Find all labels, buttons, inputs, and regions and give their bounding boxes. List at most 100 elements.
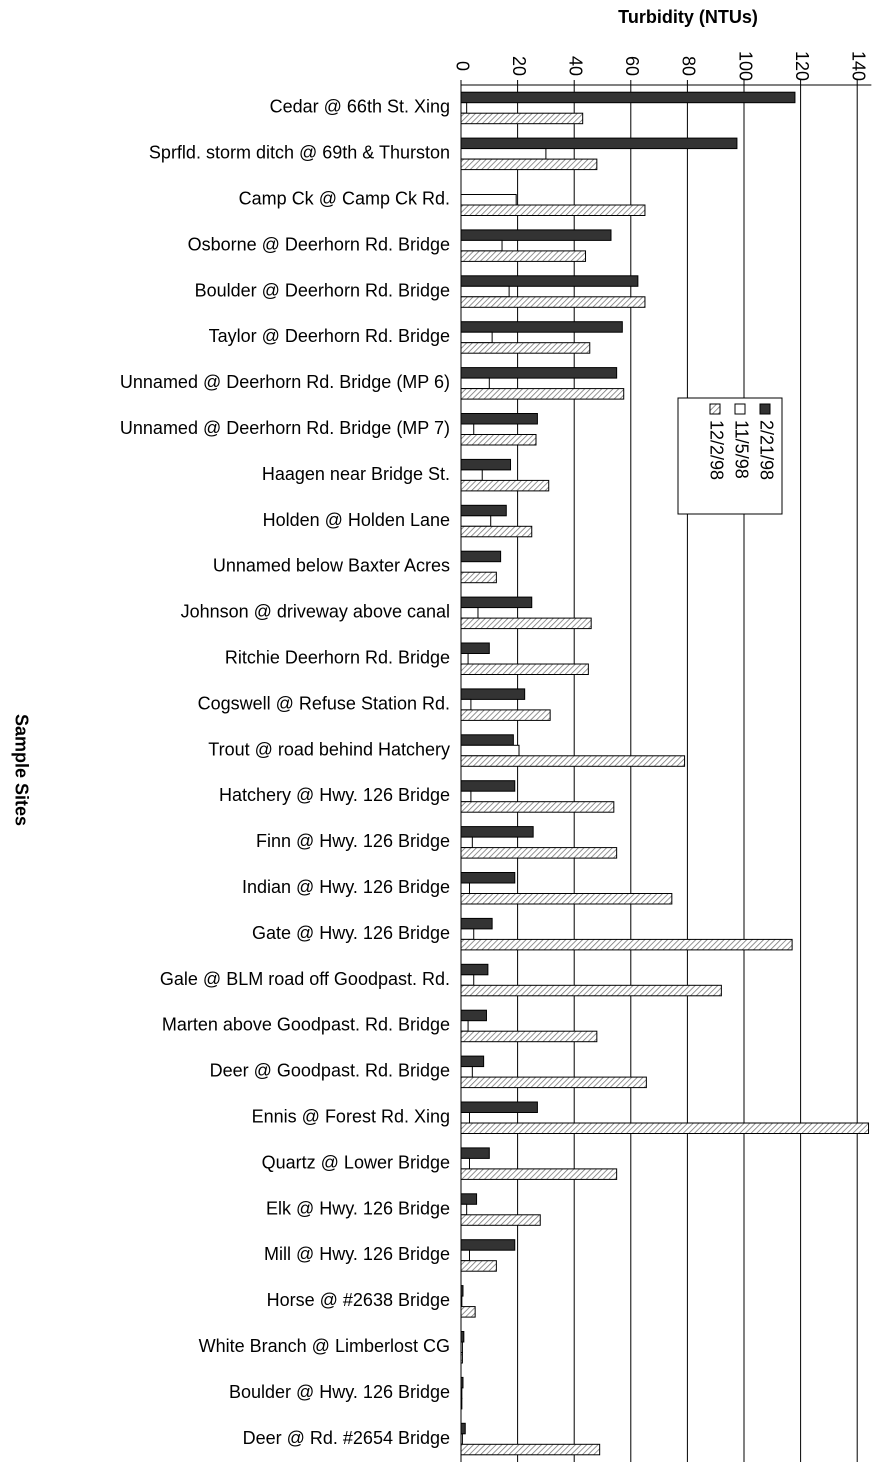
bar xyxy=(460,642,490,654)
y-tick-label: Boulder @ Deerhorn Rd. Bridge xyxy=(195,280,450,300)
y-tick-label: Camp Ck @ Camp Ck Rd. xyxy=(239,189,450,209)
bar xyxy=(460,148,547,160)
bar xyxy=(460,698,472,711)
bar xyxy=(460,1295,463,1308)
x-tick-label: 80 xyxy=(679,56,699,76)
y-tick-label: Ritchie Deerhorn Rd. Bridge xyxy=(225,648,450,668)
bar xyxy=(460,275,639,287)
bar xyxy=(460,321,623,333)
bar xyxy=(460,515,492,527)
bar xyxy=(460,458,512,471)
bar xyxy=(460,250,587,262)
bar xyxy=(460,1193,478,1205)
bar xyxy=(460,755,686,767)
y-tick-label: Mill @ Hwy. 126 Bridge xyxy=(264,1244,450,1264)
bar xyxy=(460,469,483,481)
legend-label: 12/2/98 xyxy=(706,420,726,480)
bar xyxy=(460,1147,490,1159)
bar xyxy=(460,928,475,940)
legend-label: 2/21/98 xyxy=(756,420,776,480)
bar xyxy=(460,367,618,379)
y-tick-label: Hatchery @ Hwy. 126 Bridge xyxy=(219,785,450,805)
y-tick-label: Unnamed @ Deerhorn Rd. Bridge (MP 6) xyxy=(120,372,450,392)
bar xyxy=(460,112,584,125)
y-tick-label: Haagen near Bridge St. xyxy=(262,464,450,484)
y-tick-label: Unnamed below Baxter Acres xyxy=(213,556,450,576)
x-tick-label: 20 xyxy=(509,56,529,76)
x-tick-label: 0 xyxy=(452,61,472,71)
legend-swatch xyxy=(734,403,746,415)
bar xyxy=(460,1055,485,1068)
bar xyxy=(460,790,472,803)
bar xyxy=(460,285,510,298)
bar xyxy=(460,596,533,609)
bar xyxy=(460,413,538,425)
bar xyxy=(460,607,479,619)
bar xyxy=(460,709,551,721)
bar xyxy=(460,1214,541,1226)
bar xyxy=(460,826,534,838)
bar xyxy=(460,434,537,446)
y-tick-label: Deer @ Goodpast. Rd. Bridge xyxy=(210,1061,450,1081)
legend-label: 11/5/98 xyxy=(731,420,751,479)
y-tick-label: Cedar @ 66th St. Xing xyxy=(270,97,450,117)
bar xyxy=(460,1285,464,1297)
bar xyxy=(460,1352,463,1364)
y-tick-label: Gale @ BLM road off Goodpast. Rd. xyxy=(160,969,450,989)
y-tick-label: Gate @ Hwy. 126 Bridge xyxy=(252,923,450,943)
bar xyxy=(460,158,598,171)
bar xyxy=(460,1443,601,1456)
bar xyxy=(460,1157,470,1170)
bar xyxy=(460,1260,497,1272)
bar xyxy=(460,1076,647,1089)
y-tick-label: White Branch @ Limberlost CG xyxy=(199,1336,450,1356)
bar xyxy=(460,1122,870,1134)
bar xyxy=(460,893,673,905)
bar xyxy=(460,653,469,665)
legend-box xyxy=(677,397,783,515)
bar xyxy=(460,388,625,400)
bar xyxy=(460,550,502,563)
bar xyxy=(460,331,493,344)
bar xyxy=(460,801,615,813)
bar xyxy=(460,1020,469,1032)
bar xyxy=(460,1331,465,1343)
x-tick-label: 140 xyxy=(848,51,868,81)
bar xyxy=(460,1433,463,1445)
y-tick-label: Quartz @ Lower Bridge xyxy=(262,1152,450,1172)
bar xyxy=(460,663,589,675)
bar xyxy=(460,1376,464,1389)
x-tick-label: 60 xyxy=(622,56,642,76)
y-tick-label: Boulder @ Hwy. 126 Bridge xyxy=(229,1382,450,1402)
bar xyxy=(460,1066,473,1078)
bar xyxy=(460,1387,463,1399)
bar xyxy=(460,974,475,986)
bar xyxy=(460,1112,470,1124)
chart-title: Turbidity (NTUs) xyxy=(618,7,758,27)
bar xyxy=(460,1101,538,1113)
y-tick-label: Taylor @ Deerhorn Rd. Bridge xyxy=(209,326,450,346)
bar xyxy=(460,525,533,538)
y-tick-label: Marten above Goodpast. Rd. Bridge xyxy=(162,1015,450,1035)
bar xyxy=(460,504,507,517)
bar xyxy=(460,1249,470,1262)
bar xyxy=(460,984,722,997)
y-tick-label: Sprfld. storm ditch @ 69th & Thurston xyxy=(149,143,450,163)
bar xyxy=(460,780,516,792)
bar xyxy=(460,1422,466,1435)
y-tick-label: Johnson @ driveway above canal xyxy=(181,602,450,622)
y-tick-label: Trout @ road behind Hatchery xyxy=(208,739,450,759)
bar xyxy=(460,1030,598,1043)
bar xyxy=(460,102,468,114)
bar xyxy=(460,377,490,390)
legend-swatch xyxy=(759,403,771,415)
bar xyxy=(460,239,503,252)
legend-swatch xyxy=(709,403,721,415)
bar xyxy=(460,1203,468,1216)
bar xyxy=(460,1239,516,1251)
bar xyxy=(460,423,475,435)
y-tick-label: Unnamed @ Deerhorn Rd. Bridge (MP 7) xyxy=(120,418,450,438)
bar xyxy=(460,296,646,308)
bar xyxy=(460,194,517,206)
